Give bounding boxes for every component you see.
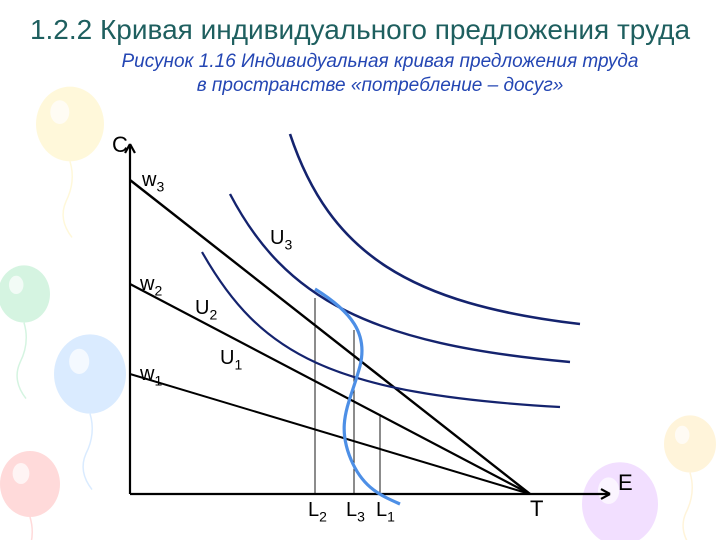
budget-line-w3 [130, 180, 530, 494]
budget-line-w1 [130, 374, 530, 494]
label-L3: L3 [346, 499, 365, 525]
label-L2: L2 [308, 499, 327, 525]
label-U2: U2 [195, 297, 217, 323]
indiff-curve-U2 [230, 194, 570, 362]
indiff-curve-U1 [202, 252, 560, 407]
label-w2: w2 [139, 273, 162, 299]
label-U1: U1 [220, 347, 242, 373]
label-L1: L1 [376, 499, 395, 525]
budget-line-w2 [130, 284, 530, 494]
axis-label-C: C [112, 132, 128, 157]
axis-label-E: E [618, 470, 633, 495]
label-U3: U3 [270, 227, 292, 253]
labor-supply-curve [315, 289, 400, 504]
labor-supply-diagram: C E Tw1 w2 w3 L2 L3 L1 U1U2 U3 [70, 134, 630, 534]
indiff-curve-U3 [290, 134, 580, 324]
axis-label-T: T [530, 496, 543, 521]
label-w1: w1 [139, 363, 162, 389]
label-w3: w3 [141, 169, 164, 195]
